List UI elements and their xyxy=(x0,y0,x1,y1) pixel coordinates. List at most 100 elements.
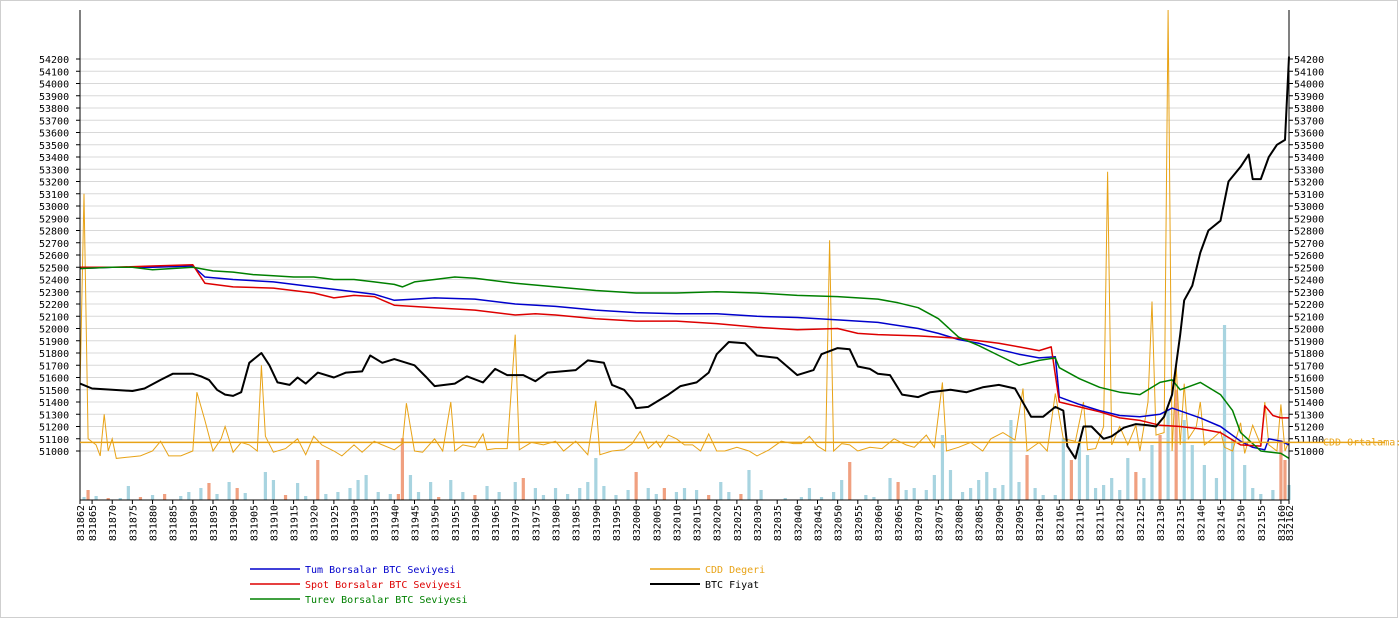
cdd-bar xyxy=(408,475,413,500)
cdd-bar xyxy=(235,488,239,500)
cdd-bar xyxy=(1093,488,1098,500)
cdd-bar xyxy=(533,488,537,500)
cdd-bar xyxy=(207,483,211,500)
cdd-bar xyxy=(759,490,763,500)
y-tick-label: 52000 xyxy=(1294,325,1324,336)
y-tick-label: 53700 xyxy=(39,116,69,127)
cdd-average-annotation: CDD Ortalama: 188801 xyxy=(80,437,1400,448)
cdd-bar xyxy=(1118,490,1122,500)
cdd-bar xyxy=(1166,410,1170,500)
y-tick-label: 52500 xyxy=(1294,263,1324,274)
cdd-bar xyxy=(707,495,711,500)
cdd-bar xyxy=(1077,440,1082,500)
legend-label: Tum Borsalar BTC Seviyesi xyxy=(305,565,456,576)
cdd-bar xyxy=(1259,494,1263,500)
x-tick-label: 832110 xyxy=(1075,505,1086,541)
cdd-bar xyxy=(940,435,945,500)
x-tick-label: 832010 xyxy=(672,505,683,541)
cdd-bar xyxy=(602,486,606,500)
y-tick-label: 51500 xyxy=(39,386,69,397)
cdd-bar xyxy=(541,495,546,500)
cdd-bar xyxy=(848,462,852,500)
cdd-bar xyxy=(586,482,590,500)
x-tick-label: 832120 xyxy=(1116,505,1127,541)
y-tick-label: 52900 xyxy=(39,214,69,225)
cdd-bar xyxy=(163,494,167,500)
y-tick-label: 51100 xyxy=(39,435,69,446)
x-tick-label: 832085 xyxy=(975,505,986,541)
series-line-tum-borsalar-btc-seviyesi xyxy=(79,265,1290,451)
y-tick-label: 52100 xyxy=(39,312,69,323)
cdd-bar xyxy=(594,458,598,500)
y-tick-label: 54000 xyxy=(39,80,69,91)
y-tick-label: 51800 xyxy=(39,349,69,360)
cdd-bar xyxy=(396,494,400,500)
cdd-bar xyxy=(348,488,352,500)
y-tick-label: 53800 xyxy=(1294,104,1324,115)
x-tick-label: 831960 xyxy=(471,505,482,541)
cdd-bar xyxy=(872,497,876,500)
x-tick-label: 832130 xyxy=(1156,505,1167,541)
cdd-line xyxy=(79,9,1290,459)
x-tick-label: 832020 xyxy=(713,505,724,541)
y-tick-label: 53000 xyxy=(1294,202,1324,213)
series-line-spot-borsalar-btc-seviyesi xyxy=(80,264,1289,447)
y-tick-label: 53800 xyxy=(39,104,69,115)
y-tick-label: 52400 xyxy=(39,276,69,287)
legend-label: BTC Fiyat xyxy=(705,580,759,591)
level-series xyxy=(79,56,1290,460)
y-tick-label: 54200 xyxy=(1294,55,1324,66)
cdd-bar xyxy=(1033,488,1037,500)
cdd-bar xyxy=(840,480,844,500)
x-tick-label: 831915 xyxy=(290,505,301,541)
cdd-bar xyxy=(924,490,928,500)
x-tick-label: 832035 xyxy=(773,505,784,541)
x-tick-label: 831940 xyxy=(390,505,401,541)
cdd-bar xyxy=(513,482,517,500)
x-tick-label: 832125 xyxy=(1136,505,1147,541)
cdd-bar xyxy=(832,492,836,500)
cdd-bar xyxy=(674,492,679,500)
cdd-bar xyxy=(1283,460,1287,500)
cdd-bar xyxy=(888,478,892,500)
cdd-series xyxy=(79,9,1290,459)
cdd-bar xyxy=(739,494,743,500)
cdd-bar xyxy=(461,492,465,500)
cdd-bar xyxy=(437,497,441,500)
x-tick-label: 831862 xyxy=(76,505,87,541)
cdd-bar xyxy=(727,492,731,500)
cdd-bar xyxy=(985,472,989,500)
cdd-bar xyxy=(1142,478,1146,500)
y-tick-label: 53900 xyxy=(1294,92,1324,103)
x-tick-label: 832070 xyxy=(914,505,925,541)
x-tick-label: 832155 xyxy=(1257,505,1268,541)
y-tick-label: 54100 xyxy=(39,67,69,78)
cdd-bar xyxy=(1069,460,1073,500)
x-tick-label: 831905 xyxy=(249,505,260,541)
y-tick-label: 51600 xyxy=(39,374,69,385)
cdd-bar xyxy=(1230,440,1235,500)
y-tick-label: 51900 xyxy=(1294,337,1324,348)
cdd-bar xyxy=(138,497,143,500)
x-tick-label: 831985 xyxy=(572,505,583,541)
cdd-bar xyxy=(296,483,300,500)
cdd-bar xyxy=(199,488,203,500)
cdd-bar xyxy=(150,495,155,500)
cdd-bar xyxy=(86,490,90,500)
y-tick-label: 52600 xyxy=(1294,251,1324,262)
x-tick-label: 832025 xyxy=(733,505,744,541)
legend-label: Turev Borsalar BTC Seviyesi xyxy=(305,595,468,606)
x-tick-label: 831880 xyxy=(149,505,160,541)
cdd-bar xyxy=(118,498,122,500)
y-tick-label: 52300 xyxy=(1294,288,1324,299)
grid-lines xyxy=(80,58,1289,452)
x-tick-label: 832160 xyxy=(1277,505,1288,541)
x-tick-label: 832045 xyxy=(813,505,824,541)
y-tick-label: 51400 xyxy=(1294,398,1324,409)
cdd-bar xyxy=(1182,420,1186,500)
x-tick-label: 832115 xyxy=(1096,505,1107,541)
x-tick-label: 831945 xyxy=(410,505,421,541)
y-tick-label: 51700 xyxy=(1294,361,1324,372)
y-tick-label: 53100 xyxy=(39,190,69,201)
cdd-bar xyxy=(215,494,219,500)
